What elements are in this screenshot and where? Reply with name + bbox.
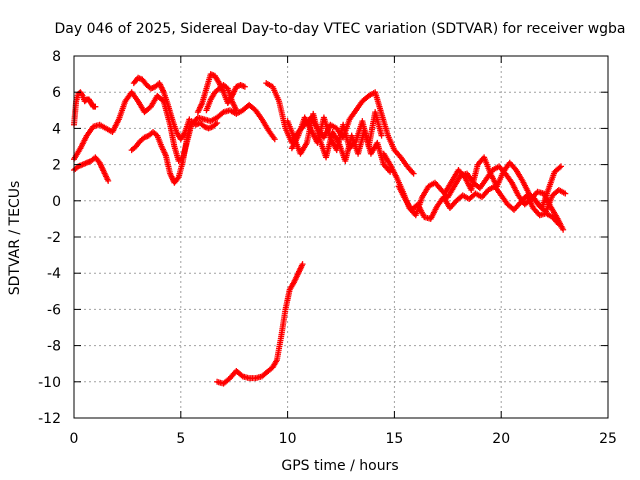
y-tick-label: 6	[52, 85, 61, 101]
data-point	[410, 170, 417, 177]
data-point	[558, 163, 565, 170]
data-point	[556, 164, 563, 171]
series-arc5	[130, 74, 193, 143]
y-tick-label: 4	[52, 121, 61, 137]
x-axis-label: GPS time / hours	[281, 458, 398, 474]
data-point	[78, 91, 85, 98]
series-arc15	[530, 186, 569, 215]
x-tick-label: 10	[279, 431, 297, 447]
data-point	[233, 107, 240, 114]
y-tick-label: 0	[52, 194, 61, 210]
series-arc11	[288, 109, 385, 154]
y-tick-label: -2	[47, 230, 61, 246]
data-point	[562, 190, 569, 197]
y-tick-label: -4	[47, 266, 61, 282]
y-tick-label: 8	[52, 49, 61, 65]
x-tick-label: 25	[599, 431, 617, 447]
series-arc8	[214, 261, 306, 387]
data-point	[555, 221, 562, 228]
y-tick-label: -6	[47, 302, 61, 318]
y-tick-label: -8	[47, 339, 61, 355]
y-tick-label: -10	[38, 375, 61, 391]
x-tick-label: 5	[176, 431, 185, 447]
data-point	[271, 136, 278, 143]
x-tick-label: 15	[385, 431, 403, 447]
data-point	[299, 261, 306, 268]
series-arc7	[203, 81, 240, 114]
data-point	[241, 83, 248, 90]
data-point	[186, 116, 193, 123]
data-point	[378, 132, 385, 139]
series-arc13	[395, 183, 562, 228]
chart-title: Day 046 of 2025, Sidereal Day-to-day VTE…	[54, 21, 625, 37]
series-arc2	[71, 89, 278, 164]
data-layer	[71, 71, 569, 387]
x-tick-label: 20	[492, 431, 510, 447]
x-tick-label: 0	[70, 431, 79, 447]
data-point	[105, 177, 112, 184]
y-tick-label: -12	[38, 411, 61, 427]
y-axis-label: SDTVAR / TECUs	[7, 181, 23, 296]
data-point	[92, 103, 99, 110]
data-point	[214, 119, 221, 126]
series-arc14	[442, 154, 565, 212]
data-point	[560, 226, 567, 233]
tick-layer: 0 5 10 15 20 25 -12 -10 -8 -6 -4 -2 0 2 4 6 8	[38, 49, 617, 447]
y-tick-label: 2	[52, 158, 61, 174]
